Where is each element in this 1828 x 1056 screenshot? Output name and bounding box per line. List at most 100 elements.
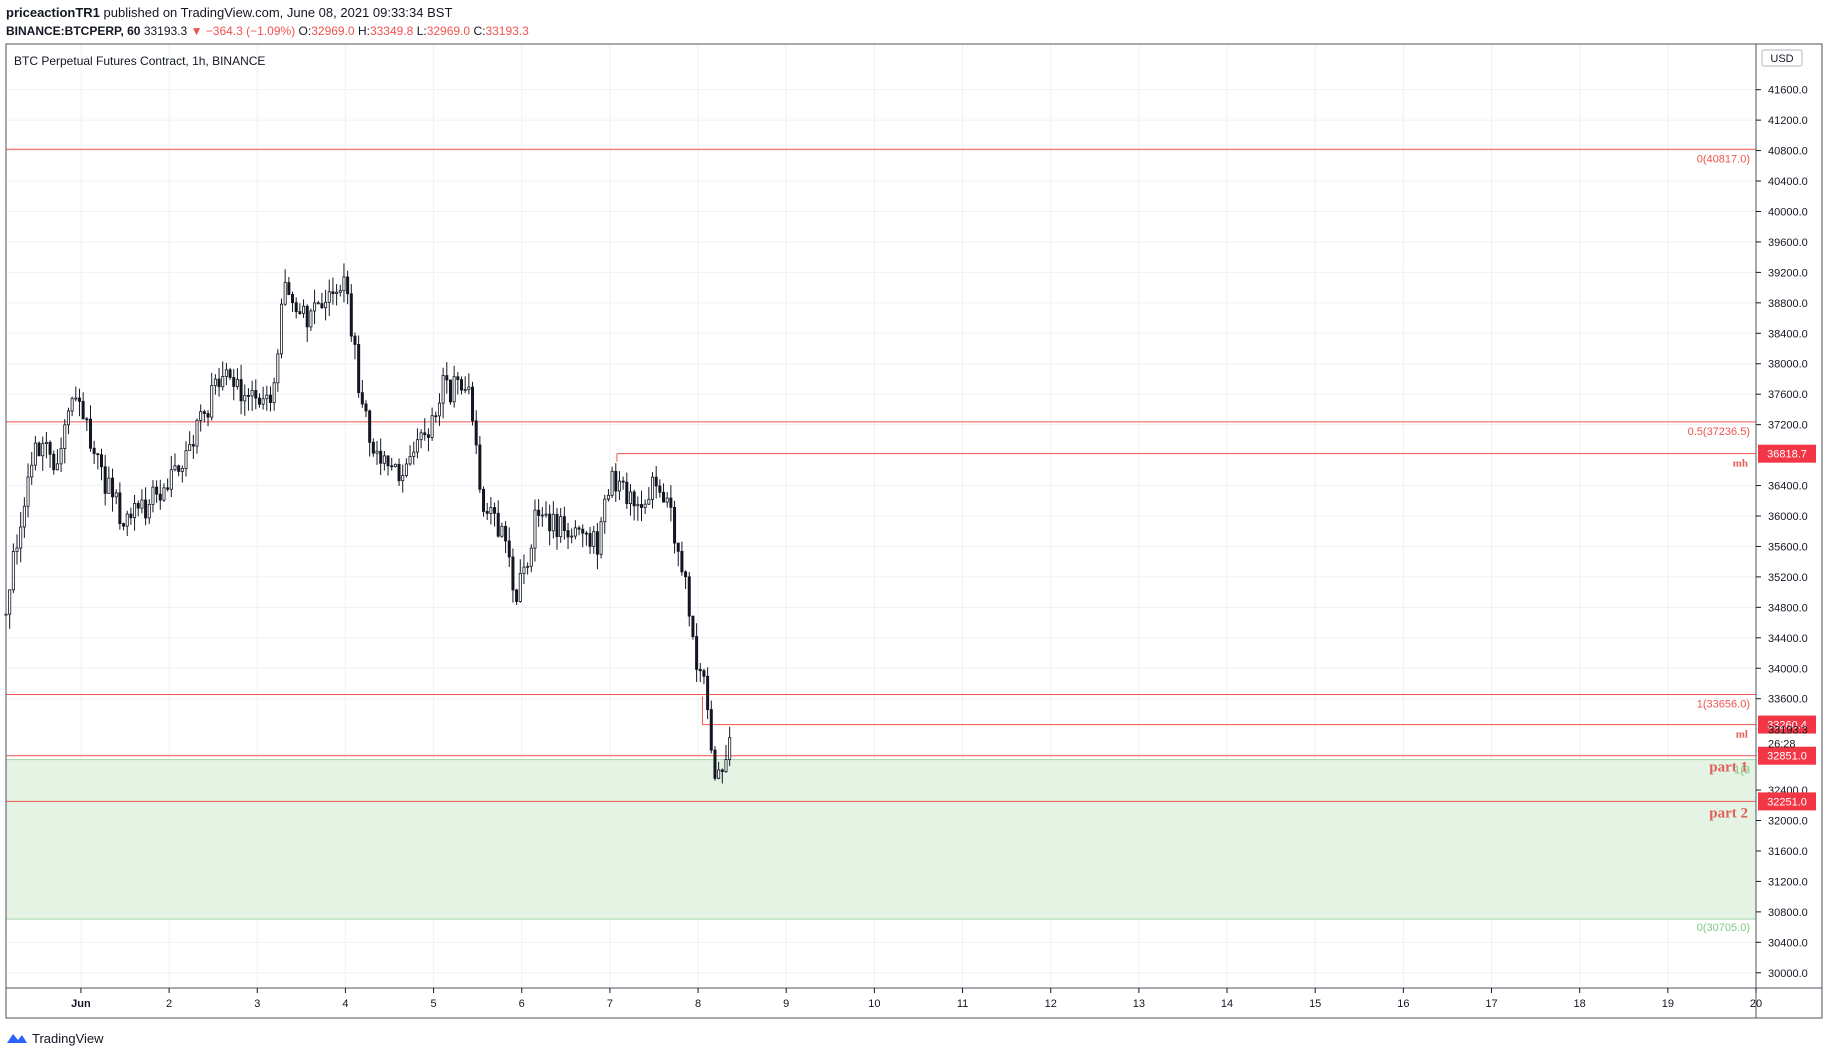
candle-body [526,565,530,568]
x-tick-label: 11 [957,998,968,1010]
candle-body [595,531,599,555]
candle-body [698,668,702,672]
candle-body [393,463,397,467]
candle-body [180,467,184,472]
time-axis[interactable]: Jun 2 3 4 5 6 7 8 9 10 11 12 13 14 15 16 17 18 19 20 [71,988,1762,1010]
candle-body [133,503,137,519]
y-tick-label: 35600.0 [1768,541,1808,553]
candle-body [562,516,566,531]
candle-body [147,503,151,519]
candle-body [199,411,203,421]
candle-body [628,491,632,505]
low-value: 32969.0 [426,24,471,38]
mh-badge-text: 36818.7 [1767,449,1807,461]
candle-body [639,504,643,508]
ohlc-line: BINANCE:BTCPERP, 60 33193.3 ▼ −364.3 (−1… [6,22,1806,40]
y-tick-label: 38000.0 [1768,359,1808,371]
candle-body [346,276,350,295]
candle-body [316,302,320,305]
candle-body [636,504,640,507]
candle-body [280,303,284,355]
candle-body [232,377,236,387]
candle-body [401,475,405,482]
y-tick-label: 37600.0 [1768,389,1808,401]
candle-body [22,505,26,528]
candle-body [364,403,368,412]
candle-body [217,378,221,388]
price-axis[interactable]: 30000.0 30400.0 30800.0 31200.0 31600.0 32000… [1756,49,1816,980]
candle-body [77,397,81,402]
y-tick-label: 34000.0 [1768,663,1808,675]
candle-body [404,463,408,476]
candle-body [246,394,250,397]
close-label: C: [473,24,486,38]
candle-body [250,390,254,397]
part2-label: part 2 [1709,805,1748,821]
candle-body [456,376,460,381]
candle-body [673,506,677,544]
fib-0.5-label: 0.5(37236.5) [1688,426,1750,438]
candle-body [338,290,342,293]
candle-body [437,402,441,417]
candle-body [507,540,511,558]
y-tick-label: 30000.0 [1768,968,1808,980]
fib-0-upper-label: 0(40817.0) [1697,153,1750,165]
candle-body [709,709,713,751]
candle-body [324,301,328,309]
candle-body [375,450,379,454]
candle-body [555,513,559,538]
x-tick-label: 9 [783,998,789,1010]
candle-body [144,499,148,519]
y-tick-label: 37200.0 [1768,420,1808,432]
candle-body [581,528,585,534]
candle-body [30,464,34,478]
candle-body [228,369,232,378]
y-tick-label: 30800.0 [1768,907,1808,919]
candle-body [140,499,144,509]
candle-body [654,476,658,487]
candle-body [551,513,555,532]
chart-title: BTC Perpetual Futures Contract, 1h, BINA… [14,54,265,68]
candle-body [573,527,577,537]
candle-body [434,415,438,418]
candle-body [493,507,497,514]
tradingview-footer[interactable]: TradingView [6,1028,104,1048]
candle-body [496,512,500,537]
candle-body [717,769,721,779]
candle-body [691,615,695,637]
candle-body [669,497,673,508]
candle-body [390,465,394,468]
candle-body [684,571,688,578]
candle-body [162,487,166,501]
candle-body [302,305,306,314]
candle-body [52,453,56,471]
candle-body [100,454,104,468]
author-name[interactable]: priceactionTR1 [6,5,100,20]
y-tick-label: 40400.0 [1768,176,1808,188]
candle-body [272,382,276,403]
chart-frame [5,43,1823,1019]
candle-body [129,513,133,519]
candle-body [408,455,412,465]
candle-body [566,530,570,538]
candle-body [188,444,192,452]
candle-body [37,442,41,457]
candle-body [371,441,375,454]
candle-body [276,353,280,384]
candle-body [658,485,662,493]
candle-body [621,480,625,483]
candle-body [474,420,478,446]
candle-body [96,453,100,456]
x-tick-label: 14 [1221,998,1233,1010]
candle-body [88,418,92,449]
x-tick-label: 8 [695,998,701,1010]
candle-body [66,410,70,426]
candle-body [426,434,430,438]
candle-body [268,394,272,403]
currency-button-label: USD [1770,53,1793,65]
candle-body [353,335,357,345]
candle-body [48,441,52,455]
candle-body [44,441,48,444]
last-price-text: 33193.3 [143,24,188,38]
